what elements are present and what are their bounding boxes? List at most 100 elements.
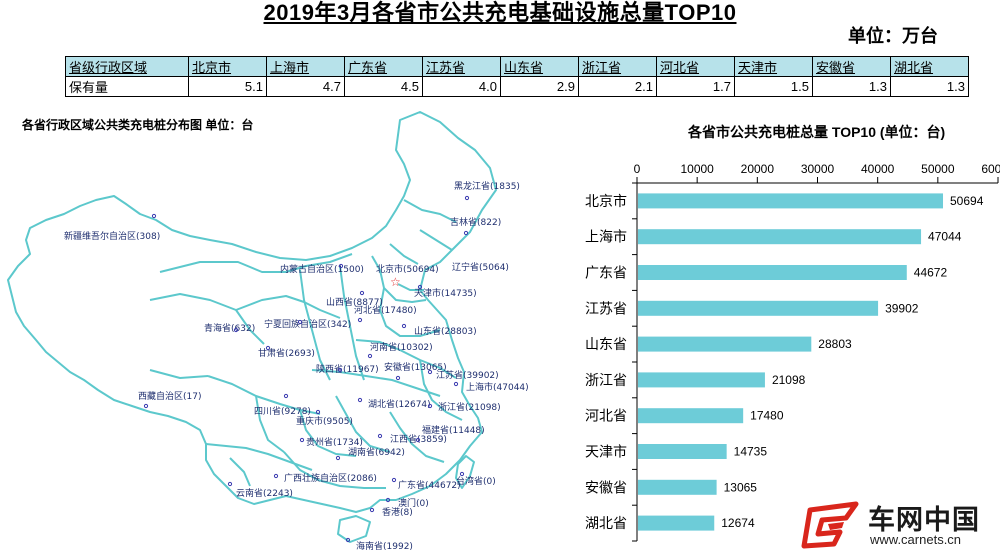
hainan-border — [337, 515, 371, 543]
x-tick-label: 10000 — [680, 162, 714, 176]
map-label: 陕西省(11967) — [316, 363, 379, 375]
table-cell: 1.5 — [734, 76, 813, 97]
table-row: 保有量 5.1 4.7 4.5 4.0 2.9 2.1 1.7 1.5 1.3 … — [65, 76, 969, 97]
map-marker — [338, 263, 344, 269]
map-marker — [395, 375, 401, 381]
table-col-header: 河北省 — [656, 56, 735, 77]
map-marker — [459, 471, 465, 477]
taiwan-border — [455, 455, 475, 489]
map-marker — [463, 230, 469, 236]
x-tick-label: 40000 — [861, 162, 895, 176]
map-label: 上海市(47044) — [466, 381, 529, 393]
map-marker — [369, 507, 375, 513]
bar — [638, 193, 944, 209]
map-label: 新疆维吾尔自治区(308) — [64, 230, 160, 242]
map-label: 河北省(17480) — [354, 304, 417, 316]
map-label: 黑龙江省(1835) — [454, 180, 520, 192]
map-label: 甘肃省(2693) — [258, 347, 315, 359]
summary-table: 省级行政区域 北京市 上海市 广东省 江苏省 山东省 浙江省 河北省 天津市 安… — [65, 56, 969, 97]
table-row-label: 保有量 — [65, 76, 189, 97]
bar — [638, 408, 744, 424]
data-label: 47044 — [928, 230, 962, 244]
data-label: 21098 — [772, 373, 806, 387]
map-label: 安徽省(13065) — [384, 361, 447, 373]
map-label: 四川省(9278) — [254, 405, 311, 417]
table-col-header: 广东省 — [344, 56, 423, 77]
map-marker — [337, 367, 343, 373]
map-marker — [427, 369, 433, 375]
map-marker — [283, 393, 289, 399]
map-marker — [297, 319, 303, 325]
data-label: 14735 — [734, 445, 768, 459]
category-label: 河北省 — [585, 409, 627, 425]
table-col-header: 浙江省 — [578, 56, 657, 77]
map-marker — [415, 437, 421, 443]
capital-star-icon: ☆ — [390, 275, 401, 289]
map-marker — [335, 455, 341, 461]
x-tick-label: 20000 — [741, 162, 775, 176]
table-cell: 1.3 — [890, 76, 969, 97]
map-label: 吉林省(822) — [450, 216, 501, 228]
map-marker — [273, 473, 279, 479]
map-marker — [357, 317, 363, 323]
map-label: 山东省(28803) — [414, 325, 477, 337]
chart-title: 各省市公共充电桩总量 TOP10 (单位：台) — [688, 124, 946, 140]
category-label: 湖北省 — [585, 516, 627, 532]
map-title: 各省行政区域公共类充电桩分布图 单位：台 — [22, 118, 254, 132]
category-label: 天津市 — [585, 444, 627, 461]
map-label: 广西壮族自治区(2086) — [284, 472, 377, 484]
carnets-logo: 车网中国 www.carnets.cn — [800, 496, 1000, 555]
data-label: 44672 — [914, 266, 948, 280]
map-marker — [143, 403, 149, 409]
map-label: 广东省(44672) — [398, 479, 461, 491]
data-label: 50694 — [950, 194, 984, 208]
map-marker — [345, 537, 351, 543]
table-header-row: 省级行政区域 北京市 上海市 广东省 江苏省 山东省 浙江省 河北省 天津市 安… — [65, 56, 969, 77]
map-label: 福建省(11448) — [422, 424, 485, 436]
map-label: 云南省(2243) — [236, 487, 293, 499]
map-outline — [7, 111, 497, 543]
map-label: 辽宁省(5064) — [452, 261, 509, 273]
map-marker — [357, 397, 363, 403]
table-cell: 4.0 — [422, 76, 501, 97]
data-label: 17480 — [750, 409, 784, 423]
map-label: 湖南省(6942) — [348, 446, 405, 458]
table-cell: 2.9 — [500, 76, 579, 97]
category-label: 安徽省 — [585, 480, 627, 496]
map-markers — [143, 195, 470, 543]
table-col-header: 上海市 — [266, 56, 345, 77]
carnets-logo-icon — [801, 501, 859, 549]
country-border — [7, 111, 497, 513]
map-marker — [464, 195, 470, 201]
category-label: 北京市 — [585, 193, 627, 210]
table-col-header: 江苏省 — [422, 56, 501, 77]
data-label: 13065 — [724, 480, 758, 494]
map-label: 青海省(632) — [204, 322, 255, 334]
bar — [638, 444, 727, 459]
logo-url: www.carnets.cn — [870, 532, 962, 547]
bar — [638, 229, 922, 245]
table-col-header: 湖北省 — [890, 56, 969, 77]
map-label: 西藏自治区(17) — [138, 390, 201, 402]
table-cell: 4.7 — [266, 76, 345, 97]
category-label: 广东省 — [585, 266, 627, 282]
map-marker — [391, 477, 397, 483]
table-col-header: 天津市 — [734, 56, 813, 77]
bar — [638, 515, 715, 531]
table-cell: 5.1 — [188, 76, 267, 97]
map-label: 宁夏回族自治区(342) — [264, 318, 351, 330]
logo-text: 车网中国 — [868, 505, 980, 536]
map-label: 湖北省(12674) — [368, 398, 431, 410]
bar — [638, 300, 879, 316]
map-label: 台湾省(0) — [456, 475, 496, 487]
table-cell: 1.3 — [812, 76, 891, 97]
map-label: 江西省(3859) — [390, 433, 447, 445]
bar — [638, 336, 812, 352]
map-marker — [453, 381, 459, 387]
map-marker — [151, 213, 157, 219]
map-label: 天津市(14735) — [414, 287, 477, 299]
category-label: 浙江省 — [585, 373, 627, 389]
category-label: 山东省 — [585, 337, 627, 353]
data-label: 39902 — [885, 301, 919, 315]
map-label: 贵州省(1734) — [306, 436, 363, 448]
